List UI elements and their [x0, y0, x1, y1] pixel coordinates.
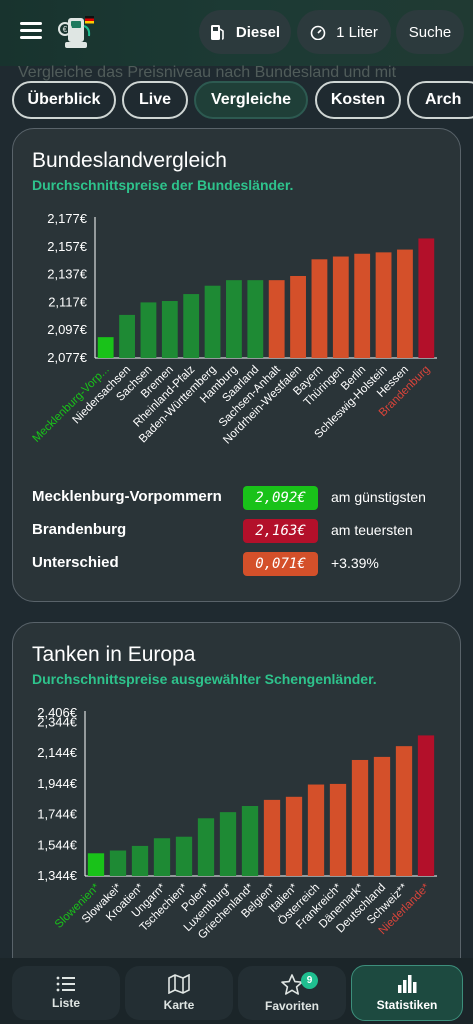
europa-y-tick-label: 1,744€: [37, 807, 78, 822]
europa-bar: [307, 784, 325, 876]
stat-expensive-value: 2,163€: [243, 519, 318, 543]
tab-kosten[interactable]: Kosten: [315, 81, 401, 119]
europa-subtitle: Durchschnittspreise ausgewählter Schenge…: [32, 671, 377, 687]
nav-karte[interactable]: Karte: [125, 966, 233, 1020]
europa-y-tick-label: 1,344€: [37, 868, 78, 883]
stat-expensive-label: Brandenburg: [32, 521, 127, 538]
app-logo: €: [58, 16, 94, 48]
bundesland-bar: [204, 285, 221, 358]
amount-label: 1 Liter: [336, 23, 378, 41]
fuel-pump-icon: [210, 24, 224, 40]
tab-archiv[interactable]: Arch: [407, 81, 473, 119]
fuel-type-label: Diesel: [235, 23, 281, 41]
list-icon: [56, 976, 75, 992]
stat-cheapest-note: am günstigsten: [331, 489, 426, 505]
bundesland-bar: [119, 314, 135, 358]
europa-bar: [175, 836, 193, 876]
bundesland-title: Bundeslandvergleich: [32, 149, 227, 172]
bundesland-bar: [97, 337, 114, 358]
nav-liste[interactable]: Liste: [12, 966, 120, 1020]
bundesland-y-tick-label: 2,157€: [47, 239, 88, 254]
europa-bar: [351, 759, 369, 876]
bundesland-y-tick-label: 2,177€: [47, 211, 88, 226]
bottom-navigation: Liste Karte Favoriten Statistiken: [0, 958, 473, 1024]
stat-expensive-note: am teuersten: [331, 522, 413, 538]
gauge-icon: [310, 25, 326, 40]
bundesland-bar: [418, 238, 435, 358]
europa-bar: [285, 796, 303, 876]
bundesland-bar: [332, 256, 349, 358]
europa-bar: [131, 845, 149, 876]
fuel-type-button[interactable]: Diesel: [199, 10, 291, 54]
bundesland-y-tick-label: 2,077€: [47, 350, 88, 365]
europa-bar: [219, 812, 237, 876]
europa-bar: [417, 735, 435, 876]
bundesland-y-tick-label: 2,097€: [47, 322, 88, 337]
europa-y-tick-label: 2,406€: [37, 705, 78, 720]
bundesland-bar: [375, 252, 392, 358]
nav-favoriten[interactable]: Favoriten: [238, 966, 346, 1020]
bundesland-card: Bundeslandvergleich Durchschnittspreise …: [12, 128, 461, 602]
bundesland-bar: [140, 302, 157, 358]
nav-statistiken-label: Statistiken: [376, 998, 438, 1012]
europa-bar: [153, 838, 171, 876]
stat-cheapest-value: 2,092€: [243, 486, 318, 510]
europa-bar: [263, 799, 281, 876]
bundesland-bar: [397, 249, 413, 358]
stat-difference-value: 0,071€: [243, 552, 318, 576]
bundesland-y-tick-label: 2,117€: [48, 294, 88, 309]
bundesland-chart: 2,177€2,157€2,137€2,117€2,097€2,077€Meck…: [31, 211, 437, 447]
bar-chart-icon: [398, 975, 417, 993]
nav-karte-label: Karte: [163, 998, 195, 1012]
europa-y-tick-label: 1,944€: [37, 776, 78, 791]
europa-y-tick-label: 2,144€: [37, 745, 78, 760]
europa-bar: [395, 746, 413, 876]
intro-text-faded: Vergleiche das Preisniveau nach Bundesla…: [18, 64, 397, 81]
europa-bar: [329, 783, 347, 876]
bundesland-bar: [354, 253, 371, 358]
search-button[interactable]: Suche: [396, 10, 464, 54]
star-icon: [281, 973, 303, 995]
europa-chart: 2,406€2,344€ 2,144€ 1,944€ 1,744€ 1,544€ 1,34…: [37, 705, 437, 942]
bundesland-bar: [226, 280, 242, 358]
bundesland-subtitle: Durchschnittspreise der Bundesländer.: [32, 177, 294, 193]
amount-button[interactable]: 1 Liter: [297, 10, 391, 54]
bundesland-y-tick-label: 2,137€: [47, 267, 88, 282]
tab-vergleiche[interactable]: Vergleiche: [194, 81, 308, 119]
europa-bar: [197, 818, 215, 876]
bundesland-bar: [268, 280, 285, 358]
europa-y-tick-label: 2,344€: [37, 715, 78, 730]
europa-card: Tanken in Europa Durchschnittspreise aus…: [12, 622, 461, 1022]
tab-ueberblick[interactable]: Überblick: [12, 81, 116, 119]
europa-y-tick-label: 1,544€: [37, 837, 78, 852]
nav-favoriten-label: Favoriten: [264, 998, 319, 1013]
stat-difference-note: +3.39%: [331, 555, 379, 571]
europa-title: Tanken in Europa: [32, 643, 196, 666]
europa-bar: [87, 853, 105, 876]
bundesland-bar: [161, 301, 178, 358]
bundesland-bar: [311, 259, 328, 358]
europa-bar: [241, 806, 259, 876]
bundesland-bar: [290, 275, 306, 358]
bundesland-bar: [247, 280, 264, 358]
map-icon: [168, 974, 190, 994]
europa-bar: [373, 756, 391, 876]
app-header: € Diesel 1 Liter Suche: [0, 0, 473, 66]
stat-difference-label: Unterschied: [32, 554, 119, 571]
nav-statistiken[interactable]: Statistiken: [351, 965, 463, 1021]
europa-bar: [109, 850, 127, 876]
stat-cheapest-label: Mecklenburg-Vorpommern: [32, 488, 222, 505]
svg-text:€: €: [63, 25, 68, 34]
tab-live[interactable]: Live: [122, 81, 188, 119]
favorites-count-badge: 9: [301, 972, 318, 989]
bundesland-bar: [183, 294, 200, 358]
nav-liste-label: Liste: [51, 996, 80, 1010]
search-label: Suche: [408, 23, 452, 41]
menu-icon[interactable]: [20, 22, 42, 40]
